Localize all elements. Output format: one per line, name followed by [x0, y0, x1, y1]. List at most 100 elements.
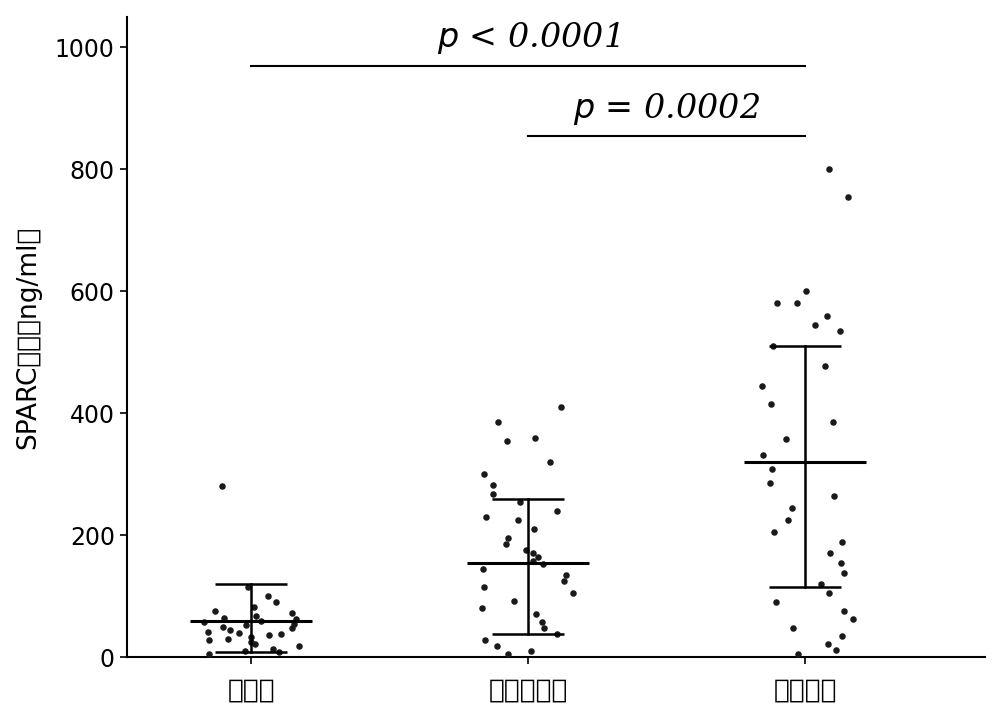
Point [216, 612, 232, 623]
Point [832, 325, 848, 336]
Point [534, 616, 550, 628]
Point [525, 548, 541, 559]
Point [498, 539, 514, 550]
Point [764, 464, 780, 475]
Point [265, 643, 281, 654]
Point [765, 340, 781, 352]
Point [754, 380, 770, 391]
Point [247, 638, 263, 649]
Point [821, 587, 837, 599]
Point [506, 595, 522, 607]
Point [207, 605, 223, 617]
Point [499, 435, 515, 446]
Point [240, 581, 256, 592]
Point [819, 310, 835, 321]
Point [220, 633, 236, 645]
Point [845, 613, 861, 625]
Point [553, 401, 569, 413]
Point [284, 622, 300, 633]
Point [834, 630, 850, 641]
Point [273, 628, 289, 640]
Point [527, 432, 543, 444]
Point [807, 319, 823, 331]
Point [535, 559, 551, 570]
Point [833, 557, 849, 569]
Point [840, 191, 856, 203]
Point [200, 626, 216, 637]
Point [820, 638, 836, 649]
Text: $p$ < 0.0001: $p$ < 0.0001 [437, 20, 619, 56]
Point [817, 360, 833, 372]
Point [512, 496, 528, 508]
Text: $p$ = 0.0002: $p$ = 0.0002 [573, 91, 760, 127]
Point [762, 477, 778, 489]
Point [500, 649, 516, 660]
Point [284, 608, 300, 619]
Point [549, 628, 565, 640]
Point [477, 634, 493, 646]
Point [248, 610, 264, 621]
Point [243, 636, 259, 648]
Point [780, 514, 796, 526]
Point [237, 646, 253, 657]
Point [549, 505, 565, 516]
Point [536, 622, 552, 633]
Point [523, 646, 539, 657]
Point [813, 578, 829, 590]
Point [755, 449, 771, 460]
Point [828, 644, 844, 656]
Point [798, 285, 814, 297]
Point [763, 398, 779, 410]
Point [291, 641, 307, 652]
Point [231, 627, 247, 638]
Point [485, 488, 501, 500]
Point [530, 551, 546, 562]
Point [490, 416, 506, 428]
Point [238, 620, 254, 631]
Point [834, 537, 850, 549]
Point [826, 490, 842, 501]
Point [196, 616, 212, 628]
Point [268, 597, 284, 608]
Point [222, 624, 238, 636]
Point [215, 621, 231, 633]
Point [789, 298, 805, 309]
Point [822, 548, 838, 559]
Point [201, 634, 217, 646]
Point [836, 605, 852, 617]
Point [836, 567, 852, 579]
Point [528, 609, 544, 620]
Point [474, 603, 490, 614]
Point [476, 469, 492, 480]
Point [243, 631, 259, 643]
Point [526, 523, 542, 535]
Point [556, 575, 572, 587]
Point [260, 590, 276, 602]
Point [288, 613, 304, 625]
Point [201, 649, 217, 660]
Point [214, 480, 230, 492]
Point [790, 649, 806, 660]
Point [246, 601, 262, 613]
Point [784, 502, 800, 513]
Point [478, 511, 494, 523]
Point [785, 622, 801, 633]
Point [476, 581, 492, 592]
Point [489, 641, 505, 652]
Point [778, 433, 794, 444]
Point [769, 298, 785, 309]
Point [768, 597, 784, 608]
Point [565, 587, 581, 599]
Point [821, 163, 837, 175]
Point [261, 629, 277, 641]
Y-axis label: SPARC浓度（ng/ml）: SPARC浓度（ng/ml） [15, 225, 41, 449]
Point [500, 533, 516, 544]
Point [485, 480, 501, 491]
Point [271, 646, 287, 658]
Point [525, 555, 541, 567]
Point [558, 569, 574, 580]
Point [542, 457, 558, 468]
Point [766, 526, 782, 538]
Point [475, 563, 491, 574]
Point [825, 416, 841, 428]
